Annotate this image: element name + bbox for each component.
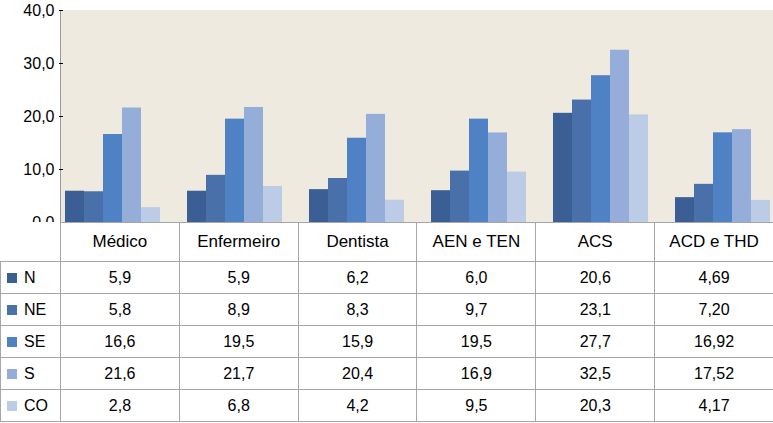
html-text:19,5: 19,5 [223, 332, 255, 350]
svg-text:20,0: 20,0 [23, 108, 54, 125]
html-text:ACD e THD: ACD e THD [669, 232, 759, 251]
html-text:21,6: 21,6 [104, 364, 136, 382]
html-text:21,7: 21,7 [223, 364, 255, 382]
html-text:4,2: 4,2 [346, 396, 369, 414]
html-text:15,9: 15,9 [342, 332, 374, 350]
html-text:20,3: 20,3 [579, 396, 611, 414]
html-text:9,7: 9,7 [465, 300, 488, 318]
html-text:NE: NE [24, 300, 47, 318]
html-text:N: N [24, 268, 36, 286]
html-text:SE: SE [24, 332, 46, 350]
html-text:6,0: 6,0 [465, 268, 488, 286]
html-text:8,3: 8,3 [346, 300, 369, 318]
html-text:4,17: 4,17 [698, 396, 730, 414]
html-text:6,8: 6,8 [227, 396, 250, 414]
html-text:Dentista: Dentista [326, 232, 389, 251]
html-text:5,8: 5,8 [108, 300, 131, 318]
html-text:8,9: 8,9 [227, 300, 250, 318]
html-text:20,6: 20,6 [579, 268, 611, 286]
html-text:23,1: 23,1 [579, 300, 611, 318]
html-text:AEN e TEN: AEN e TEN [432, 232, 521, 251]
html-text:20,4: 20,4 [342, 364, 374, 382]
html-text:2,8: 2,8 [108, 396, 131, 414]
html-text:Médico: Médico [92, 232, 148, 251]
html-text:19,5: 19,5 [460, 332, 492, 350]
html-text:ACS: ACS [577, 232, 613, 251]
html-text:16,9: 16,9 [460, 364, 492, 382]
html-text:Enfermeiro: Enfermeiro [197, 232, 281, 251]
html-text:16,92: 16,92 [694, 332, 735, 350]
svg-text:0,0: 0,0 [32, 214, 54, 222]
html-text:32,5: 32,5 [579, 364, 611, 382]
html-text:5,9: 5,9 [108, 268, 131, 286]
html-text:5,9: 5,9 [227, 268, 250, 286]
html-text:27,7: 27,7 [579, 332, 611, 350]
html-text:6,2: 6,2 [346, 268, 369, 286]
html-text:7,20: 7,20 [698, 300, 730, 318]
html-text:16,6: 16,6 [104, 332, 136, 350]
svg-text:40,0: 40,0 [23, 2, 54, 19]
html-text:CO: CO [24, 396, 48, 414]
svg-text:10,0: 10,0 [23, 161, 54, 178]
svg-text:30,0: 30,0 [23, 55, 54, 72]
html-text:17,52: 17,52 [694, 364, 735, 382]
html-text:9,5: 9,5 [465, 396, 488, 414]
html-text:4,69: 4,69 [698, 268, 730, 286]
html-text:S: S [24, 364, 35, 382]
